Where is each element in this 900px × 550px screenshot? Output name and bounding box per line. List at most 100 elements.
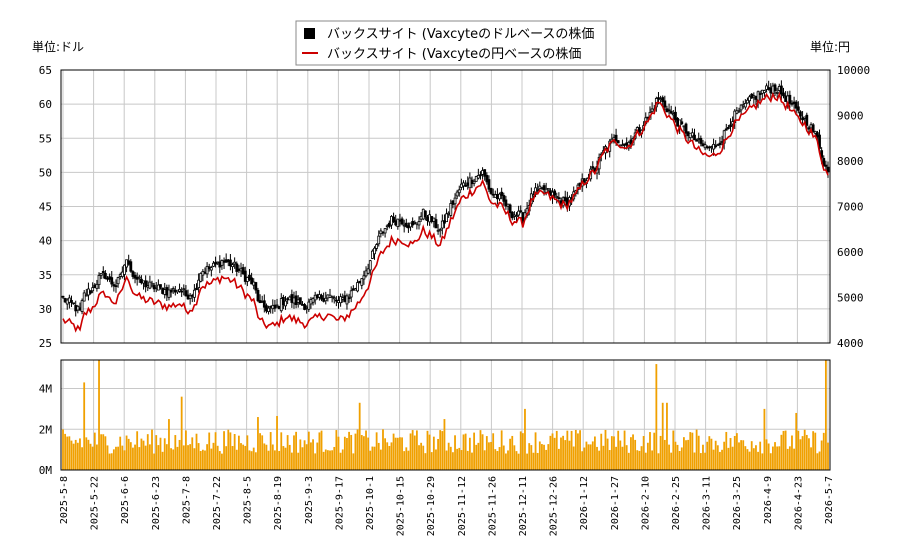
volume-bar [638, 450, 641, 470]
volume-bar [363, 436, 365, 470]
volume-bar [655, 364, 658, 470]
volume-bar [426, 430, 429, 470]
volume-bar [235, 449, 238, 470]
volume-bar [310, 442, 312, 470]
volume-bar [257, 417, 259, 470]
volume-bar [500, 430, 503, 470]
candle-body [80, 300, 84, 312]
candle-body [796, 106, 800, 111]
candle-body [690, 132, 694, 137]
volume-bar [225, 446, 228, 470]
volume-bar [299, 439, 302, 470]
candle-body [699, 137, 703, 144]
candle-body [260, 301, 264, 303]
volume-bar [106, 445, 109, 470]
candle-body [254, 282, 258, 291]
volume-bar [305, 444, 308, 470]
candle-body [125, 259, 128, 268]
volume-bar [176, 446, 179, 470]
volume-bar [515, 451, 518, 470]
candle-body [430, 216, 434, 222]
candle-body [182, 288, 186, 291]
candle-body [686, 131, 690, 137]
candle-body [476, 175, 480, 179]
candle-body [398, 219, 402, 222]
volume-bar [490, 441, 492, 470]
volume-bar [265, 444, 268, 470]
candle-body [315, 294, 319, 299]
volume-bar [460, 450, 463, 470]
volume-bar [449, 446, 452, 470]
volume-bar [827, 442, 829, 470]
left-unit-label: 単位:ドル [32, 39, 84, 54]
volume-bar [367, 437, 370, 470]
volume-bar [788, 446, 791, 470]
candle-body [502, 195, 506, 202]
candle-body [457, 189, 461, 194]
volume-bars [62, 360, 829, 470]
volume-bar [699, 453, 702, 470]
legend-usd-label: バックスサイト (Vaxcyteのドルベースの株価 [327, 27, 594, 42]
candle-body [197, 279, 201, 288]
volume-bar [227, 429, 230, 470]
volume-bar [511, 435, 514, 470]
candle-body [332, 297, 336, 300]
right-tick-label: 6000 [837, 246, 864, 259]
volume-bar [286, 435, 289, 470]
volume-bar [687, 439, 690, 470]
date-tick-label: 2025-6-23 [151, 476, 162, 530]
volume-bar [772, 446, 774, 470]
volume-bar [504, 453, 507, 470]
volume-bar [602, 445, 605, 470]
left-tick-label: 30 [39, 303, 52, 316]
volume-bar [579, 430, 581, 470]
candle-body [123, 264, 126, 275]
candle-body [493, 194, 497, 198]
volume-bar [91, 446, 94, 470]
volume-bar [805, 434, 808, 470]
volume-bar [392, 433, 395, 470]
volume-bar [507, 450, 509, 470]
candle-body [801, 117, 804, 121]
candle-body [765, 85, 768, 90]
volume-bar [564, 440, 567, 470]
date-tick-label: 2025-12-11 [518, 476, 529, 536]
candle-body [665, 108, 669, 113]
volume-bar [763, 408, 766, 470]
volume-bar [820, 440, 823, 470]
volume-bar [284, 447, 287, 470]
volume-bar [663, 439, 666, 470]
candle-body [657, 97, 660, 99]
candle-body [737, 110, 741, 113]
candle-body [118, 274, 122, 277]
volume-bar [619, 440, 622, 470]
candle-body [239, 268, 243, 272]
candle-body [807, 127, 811, 130]
candle-body [337, 300, 340, 303]
volume-bar [545, 449, 548, 470]
volume-bar [312, 439, 314, 470]
volume-bar [581, 451, 584, 470]
volume-bar [350, 434, 353, 470]
volume-bar [303, 440, 306, 470]
volume-bar [468, 437, 471, 470]
volume-bar [329, 450, 331, 470]
volume-bar [399, 437, 401, 470]
candle-body [146, 285, 150, 288]
volume-bar [138, 447, 141, 470]
volume-bar [415, 430, 418, 470]
volume-bar [244, 445, 247, 470]
volume-bar [589, 444, 592, 470]
volume-bar [214, 432, 217, 470]
candle-body [190, 294, 194, 297]
volume-bar [574, 429, 577, 470]
volume-bar [439, 430, 442, 470]
volume-bar [752, 448, 755, 470]
candle-body [483, 169, 487, 177]
volume-bar [621, 446, 624, 470]
candle-body [142, 280, 145, 284]
date-tick-label: 2025-10-1 [365, 476, 376, 530]
volume-bar [721, 449, 723, 470]
candle-body [540, 187, 544, 189]
